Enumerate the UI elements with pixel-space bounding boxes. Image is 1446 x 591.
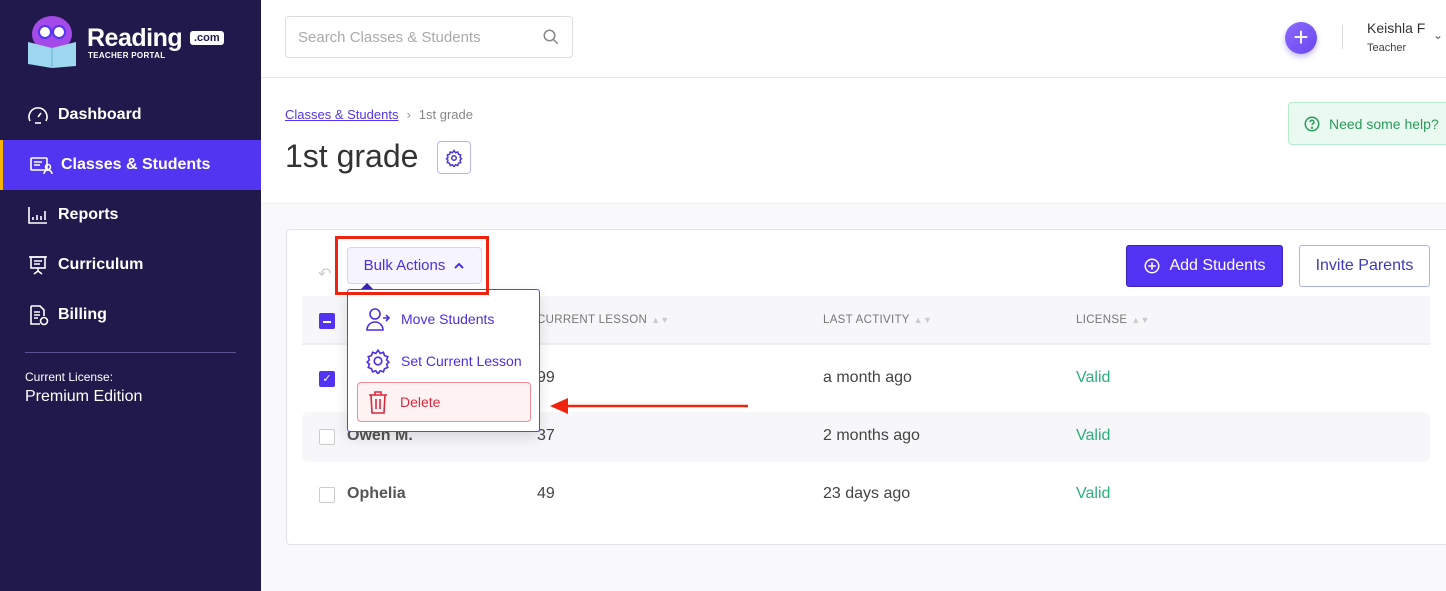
dropdown-caret xyxy=(361,283,373,289)
license-status: Valid xyxy=(1076,369,1111,386)
column-license[interactable]: LICENSE ▲▼ xyxy=(1076,314,1150,326)
logo[interactable]: Reading .com TEACHER PORTAL xyxy=(24,10,224,70)
class-settings-button[interactable] xyxy=(437,141,471,174)
plus-circle-icon xyxy=(1144,258,1160,274)
sidebar-item-reports[interactable]: Reports xyxy=(0,190,261,240)
license-status: Valid xyxy=(1076,427,1111,444)
add-students-button[interactable]: Add Students xyxy=(1126,245,1283,287)
column-label: LICENSE xyxy=(1076,314,1128,326)
column-current-lesson[interactable]: CURRENT LESSON ▲▼ xyxy=(537,314,670,326)
chevron-up-icon xyxy=(454,262,465,269)
quick-add-button[interactable]: + xyxy=(1285,22,1317,54)
bulk-actions-label: Bulk Actions xyxy=(363,257,446,274)
trash-icon xyxy=(369,391,387,414)
sidebar-item-label: Curriculum xyxy=(58,256,144,273)
sidebar: Reading .com TEACHER PORTAL Dashboard Cl… xyxy=(0,0,261,591)
id-card-icon xyxy=(30,157,53,175)
menu-item-label: Delete xyxy=(400,394,441,410)
help-label: Need some help? xyxy=(1329,115,1439,132)
sort-icon: ▲▼ xyxy=(1131,315,1150,325)
sidebar-item-curriculum[interactable]: Curriculum xyxy=(0,240,261,290)
brand-subtitle: TEACHER PORTAL xyxy=(88,51,166,60)
sidebar-item-label: Classes & Students xyxy=(61,156,211,173)
column-last-activity[interactable]: LAST ACTIVITY ▲▼ xyxy=(823,314,932,326)
add-students-label: Add Students xyxy=(1169,257,1266,274)
brand-suffix: .com xyxy=(190,31,224,45)
table-row[interactable]: Ophelia 49 23 days ago Valid xyxy=(302,470,1430,520)
license-status: Valid xyxy=(1076,485,1111,502)
chevron-right-icon: › xyxy=(406,107,411,122)
question-circle-icon xyxy=(1304,116,1320,131)
sidebar-item-dashboard[interactable]: Dashboard xyxy=(0,90,261,140)
menu-item-label: Move Students xyxy=(401,311,495,327)
presentation-board-icon xyxy=(29,256,47,275)
page-title: 1st grade xyxy=(285,138,419,174)
license-label: Current License: xyxy=(25,370,114,384)
sidebar-divider xyxy=(25,352,236,353)
top-bar: + Keishla F Teacher ⌄ xyxy=(261,0,1446,78)
gear-icon xyxy=(445,148,463,167)
sort-icon: ▲▼ xyxy=(651,315,670,325)
select-all-checkbox[interactable] xyxy=(319,313,335,329)
search-input[interactable] xyxy=(298,28,542,46)
monster-mascot-icon xyxy=(28,16,76,68)
annotation-arrow-icon xyxy=(550,398,748,414)
bar-chart-icon xyxy=(28,207,47,224)
current-lesson: 37 xyxy=(537,427,555,444)
search-box xyxy=(285,16,573,58)
table-row[interactable]: ✓ 99 a month ago Valid xyxy=(302,354,1430,404)
sidebar-item-label: Billing xyxy=(58,306,107,323)
license-value: Premium Edition xyxy=(25,388,143,405)
sidebar-item-label: Reports xyxy=(58,206,119,223)
breadcrumb-current: 1st grade xyxy=(418,107,473,122)
menu-item-set-current-lesson[interactable]: Set Current Lesson xyxy=(357,341,531,381)
row-checkbox[interactable]: ✓ xyxy=(319,371,335,387)
help-button[interactable]: Need some help? xyxy=(1288,102,1446,145)
menu-item-move-students[interactable]: Move Students xyxy=(357,299,531,339)
sidebar-item-billing[interactable]: Billing xyxy=(0,290,261,340)
gear-icon xyxy=(366,348,390,374)
sort-icon: ▲▼ xyxy=(913,315,933,325)
row-checkbox[interactable] xyxy=(319,487,335,503)
bulk-actions-button[interactable]: Bulk Actions xyxy=(347,247,482,284)
menu-item-label: Set Current Lesson xyxy=(401,353,522,369)
column-label: LAST ACTIVITY xyxy=(823,314,910,326)
invoice-icon xyxy=(30,305,49,326)
search-icon[interactable] xyxy=(542,28,560,46)
brand-name: Reading xyxy=(87,24,183,52)
sidebar-item-classes-students[interactable]: Classes & Students xyxy=(3,140,261,190)
chevron-down-icon[interactable]: ⌄ xyxy=(1433,28,1444,42)
user-name[interactable]: Keishla F xyxy=(1367,20,1426,36)
last-activity: a month ago xyxy=(823,369,912,386)
bulk-actions-menu: Move Students Set Current Lesson Delete xyxy=(347,289,540,432)
last-activity: 2 months ago xyxy=(823,427,920,444)
last-activity: 23 days ago xyxy=(823,485,911,502)
column-label: CURRENT LESSON xyxy=(537,314,648,326)
current-lesson: 49 xyxy=(537,485,555,502)
user-role: Teacher xyxy=(1367,42,1407,54)
speedometer-icon xyxy=(28,107,48,124)
menu-item-delete[interactable]: Delete xyxy=(357,382,531,422)
current-lesson: 99 xyxy=(537,369,555,386)
undo-icon: ↶ xyxy=(318,266,332,283)
row-checkbox[interactable] xyxy=(319,429,335,445)
student-name[interactable]: Ophelia xyxy=(347,485,406,502)
divider xyxy=(1342,25,1343,49)
invite-parents-button[interactable]: Invite Parents xyxy=(1299,245,1430,287)
breadcrumb-link-classes[interactable]: Classes & Students xyxy=(285,107,399,122)
move-user-icon xyxy=(366,308,391,331)
sidebar-item-label: Dashboard xyxy=(58,106,142,123)
breadcrumb: Classes & Students › 1st grade xyxy=(285,107,473,122)
